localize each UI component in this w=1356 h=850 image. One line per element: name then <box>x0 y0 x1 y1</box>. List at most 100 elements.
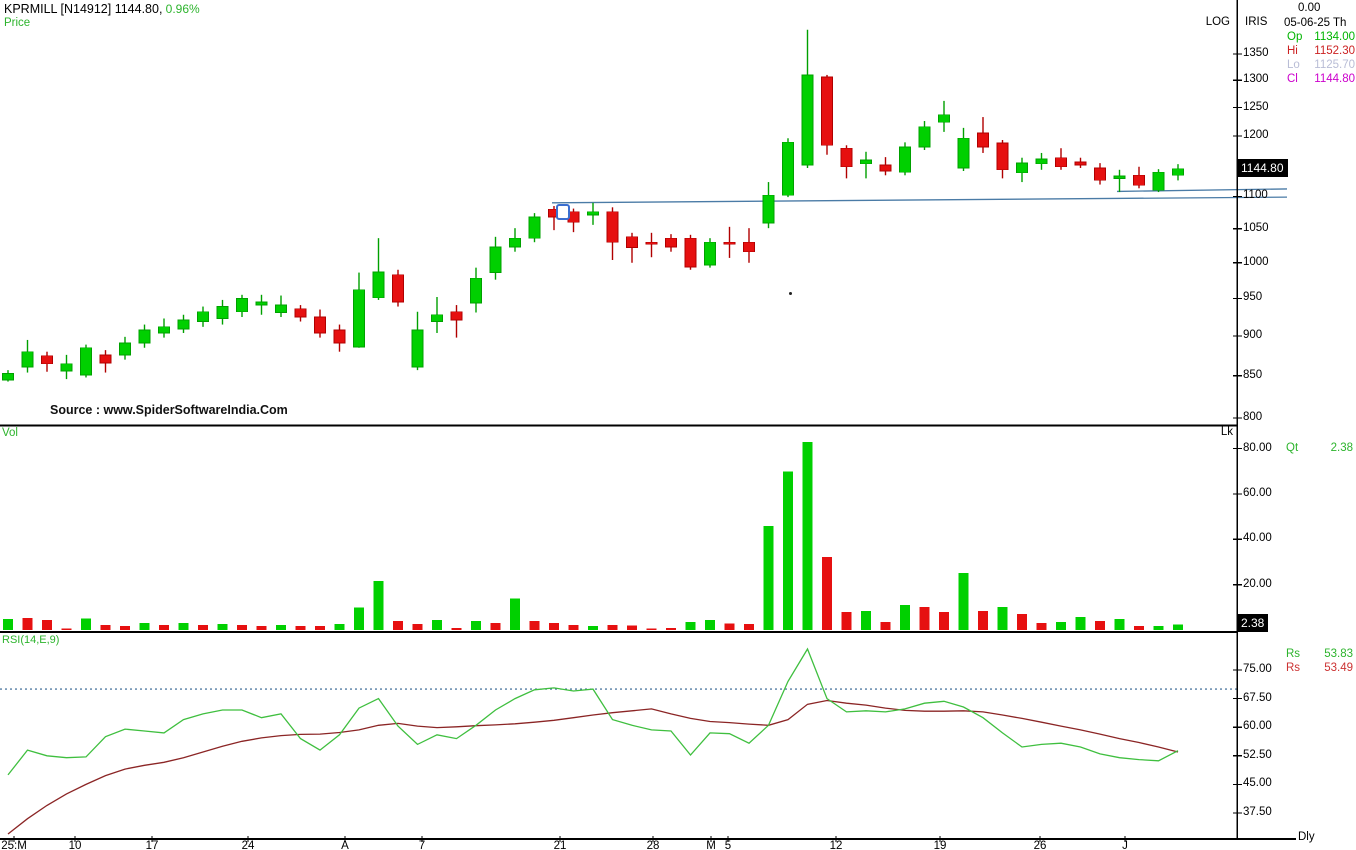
source-watermark: Source : www.SpiderSoftwareIndia.Com <box>50 403 288 417</box>
ohlc-value: 1125.70 <box>1314 59 1355 71</box>
volume-axis-label: 60.00 <box>1243 486 1272 499</box>
date-axis-label: J <box>1122 840 1128 850</box>
qt-value: 2.38 <box>1330 442 1353 454</box>
candle-body <box>684 237 697 268</box>
ohlc-row-lo: Lo 1125.70 <box>1287 59 1355 71</box>
volume-bar <box>1075 617 1086 630</box>
volume-bar <box>315 625 325 630</box>
volume-bar <box>822 556 832 630</box>
volume-bar <box>1173 624 1183 630</box>
candle-body <box>431 314 443 322</box>
candle-body <box>1172 168 1184 176</box>
volume-bar <box>490 623 501 630</box>
volume-bar <box>159 625 169 630</box>
trendline-2 <box>1116 188 1288 193</box>
volume-bar <box>334 624 345 630</box>
periodicity-label[interactable]: Dly <box>1298 831 1315 843</box>
volume-panel-label: Vol <box>2 427 18 439</box>
candle-body <box>879 164 892 172</box>
volume-bar <box>354 607 364 630</box>
event-marker[interactable] <box>556 204 570 220</box>
candle-body <box>606 211 619 243</box>
volume-bar <box>1056 622 1066 630</box>
ohlc-row-op: Op 1134.00 <box>1287 31 1355 43</box>
candle-body <box>41 355 53 365</box>
candle-body <box>470 277 482 304</box>
candle-body <box>80 347 92 376</box>
volume-bar <box>568 625 579 630</box>
candle-body <box>119 342 131 356</box>
volume-bar <box>549 623 559 630</box>
volume-bar <box>763 525 774 630</box>
volume-bar <box>666 627 676 630</box>
candle-body <box>294 308 307 318</box>
candle-body <box>626 236 638 249</box>
volume-bar <box>627 625 637 630</box>
date-axis-label: 19 <box>933 840 947 850</box>
candle-body <box>938 114 950 123</box>
volume-bar <box>1095 620 1105 630</box>
candle-body <box>60 363 73 372</box>
volume-bar <box>607 625 618 630</box>
candle-body <box>860 159 872 165</box>
candle-body <box>2 372 14 381</box>
rsi-axis-label: 37.50 <box>1243 805 1272 818</box>
volume-bar <box>81 618 91 630</box>
candle-body <box>840 147 853 168</box>
rsi-red-value: 53.49 <box>1324 662 1353 674</box>
candle-body <box>918 126 931 148</box>
rsi-axis-label: 75.00 <box>1243 663 1272 675</box>
volume-bar <box>393 620 403 630</box>
volume-bar <box>880 622 891 630</box>
candle-body <box>801 74 814 166</box>
volume-bar <box>529 620 540 630</box>
candle-body <box>489 246 502 273</box>
date-axis-label: 17 <box>145 840 159 850</box>
volume-bar <box>705 620 715 630</box>
date-axis-label: 5 <box>724 840 732 850</box>
log-scale-label[interactable]: LOG <box>1205 16 1230 28</box>
candle-body <box>723 241 736 245</box>
candle-body <box>392 274 404 303</box>
rsi-red-label: Rs <box>1286 662 1301 674</box>
rsi-axis-label: 67.50 <box>1243 691 1272 704</box>
rsi-axis-label: 45.00 <box>1243 777 1272 790</box>
price-axis-label: 850 <box>1243 368 1263 381</box>
rsi-green-value: 53.83 <box>1324 648 1353 660</box>
volume-bar <box>510 598 520 630</box>
date-axis-label: A <box>341 840 349 850</box>
volume-bar <box>919 607 930 630</box>
volume-bar <box>412 624 423 630</box>
volume-bar <box>1017 613 1027 630</box>
candle-body <box>158 326 170 334</box>
date-axis-label: 24 <box>241 840 255 850</box>
candle-body <box>236 298 248 313</box>
price-axis-label: 1250 <box>1243 100 1269 113</box>
candle-body <box>255 301 268 306</box>
volume-bar <box>100 624 111 630</box>
price-axis-label: 1200 <box>1243 128 1269 141</box>
volume-bar <box>276 625 286 630</box>
rsi-green-label: Rs <box>1286 648 1301 660</box>
volume-bar <box>217 624 228 630</box>
candle-body <box>372 271 385 299</box>
symbol-title: KPRMILL [N14912] 1144.80, <box>4 2 163 16</box>
dot-marker <box>789 292 792 295</box>
volume-axis-label: 20.00 <box>1243 577 1272 590</box>
candle-body <box>333 329 346 344</box>
volume-bar <box>373 581 384 630</box>
candle-body <box>411 329 424 368</box>
candle-body <box>275 304 287 313</box>
top-value: 0.00 <box>1298 2 1321 14</box>
volume-bar <box>685 622 696 630</box>
volume-unit-label: Lk <box>1220 426 1233 438</box>
candle-body <box>509 237 521 248</box>
volume-bar <box>139 622 150 630</box>
candle-body <box>996 142 1009 171</box>
volume-bar <box>120 625 130 630</box>
candle-body <box>21 351 34 368</box>
date-axis-label: 28 <box>646 840 660 850</box>
volume-bar <box>997 607 1008 630</box>
